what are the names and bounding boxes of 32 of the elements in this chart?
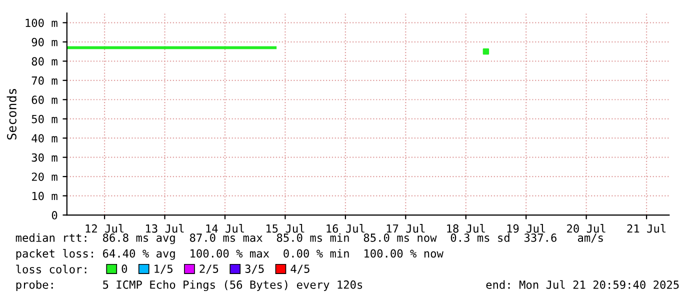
- text: median rtt: 86.8 ms avg 87.0 ms max 85.0 ms min 85.0 ms now 0.3 ms sd 337.6 am/s: [16, 233, 603, 244]
- text: probe: 5 ICMP Echo Pings (56 Bytes) every 120s: [16, 280, 362, 292]
- x-tick-label: 16 Jul: [326, 224, 364, 233]
- x-tick-label: 15 Jul: [266, 224, 304, 233]
- x-tick-label: 14 Jul: [206, 224, 244, 233]
- legend-label: 4/5: [290, 264, 310, 274]
- x-tick-label: 18 Jul: [447, 224, 485, 233]
- x-tick-label: 17 Jul: [386, 224, 425, 233]
- legend-label: 3/5: [245, 264, 264, 274]
- text: packet loss: 64.40 % avg 100.00 % max 0.00 % min 100.00 % now: [16, 248, 444, 260]
- x-tick-label: 19 Jul: [507, 224, 546, 233]
- y-tick-label: 40 m: [32, 134, 58, 142]
- legend-title: loss color:: [16, 264, 86, 274]
- y-tick-label: 100 m: [26, 18, 58, 28]
- y-tick-label: 70 m: [32, 76, 58, 85]
- y-tick-label: 60 m: [32, 96, 58, 104]
- y-tick-label: 20 m: [32, 172, 58, 181]
- x-tick-label: 20 Jul: [567, 224, 606, 233]
- x-tick-label: 21 Jul: [627, 224, 666, 233]
- y-tick-label: 30 m: [32, 153, 58, 162]
- y-tick-label: 50 m: [32, 114, 58, 124]
- legend-label: 0: [122, 264, 128, 273]
- y-axis-title: Seconds: [6, 88, 16, 140]
- legend-label: 1/5: [154, 264, 172, 274]
- x-tick-label: 12 Jul: [86, 224, 124, 233]
- text: end: Mon Jul 21 20:59:40 2025: [486, 280, 679, 289]
- y-tick-label: 80 m: [32, 57, 58, 66]
- y-tick-label: 0: [52, 211, 58, 220]
- y-tick-label: 10 m: [32, 192, 58, 200]
- legend-label: 2/5: [200, 264, 218, 274]
- y-tick-label: 90 m: [32, 38, 58, 46]
- x-tick-label: 13 Jul: [146, 224, 184, 233]
